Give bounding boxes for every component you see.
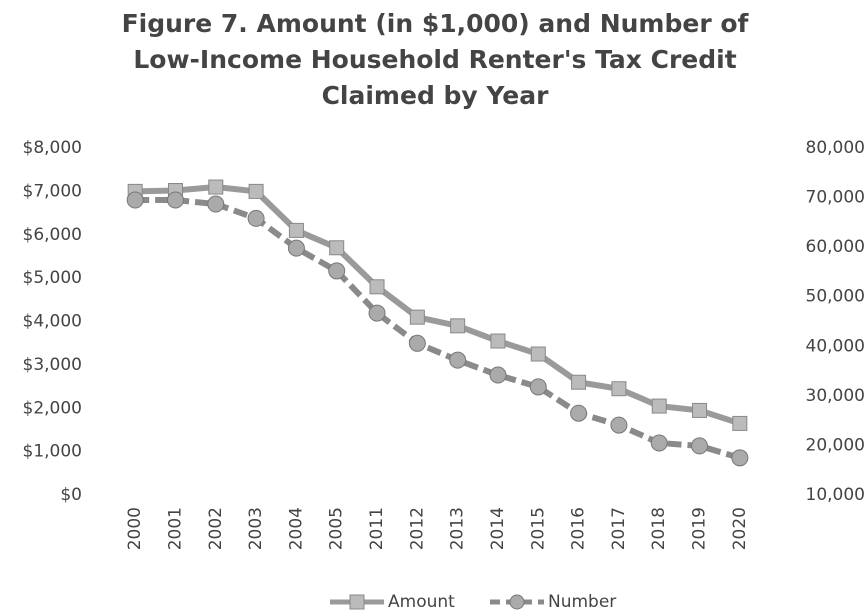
marker <box>450 318 466 334</box>
marker <box>691 437 709 455</box>
x-tick-label: 2002 <box>206 507 226 550</box>
marker <box>408 334 426 352</box>
marker <box>207 195 225 213</box>
marker <box>731 449 749 467</box>
y-tick-label: $3,000 <box>23 355 82 375</box>
marker <box>490 333 506 349</box>
legend-marker <box>349 594 365 610</box>
marker <box>650 434 668 452</box>
y-tick-label: $8,000 <box>23 138 82 158</box>
marker <box>530 346 546 362</box>
y-tick-label: $6,000 <box>23 225 82 245</box>
marker <box>208 179 224 195</box>
marker <box>570 404 588 422</box>
y-tick-label: $4,000 <box>23 312 82 332</box>
marker <box>449 351 467 369</box>
marker <box>248 183 264 199</box>
x-tick-label: 2005 <box>327 507 347 550</box>
x-tick-label: 2003 <box>246 507 266 550</box>
x-tick-label: 2004 <box>286 507 306 550</box>
x-tick-label: 2001 <box>165 507 185 550</box>
y-tick-label: $5,000 <box>23 268 82 288</box>
marker <box>287 239 305 257</box>
marker <box>610 416 628 434</box>
series-line <box>135 197 741 461</box>
marker <box>126 191 144 209</box>
marker <box>732 415 748 431</box>
legend-label: Number <box>548 592 616 612</box>
x-tick-label: 2017 <box>609 507 629 550</box>
y2-tick-label: 20,000 <box>806 435 865 455</box>
chart-title: Figure 7. Amount (in $1,000) and Number … <box>121 9 749 110</box>
x-tick-label: 2015 <box>528 507 548 550</box>
y2-tick-label: 40,000 <box>806 336 865 356</box>
y-tick-label: $0 <box>60 485 82 505</box>
marker <box>611 381 627 397</box>
x-tick-label: 2013 <box>448 507 468 550</box>
y2-tick-label: 50,000 <box>806 287 865 307</box>
series-line <box>135 184 741 427</box>
y2-tick-label: 10,000 <box>806 485 865 505</box>
marker <box>329 240 345 256</box>
marker <box>489 366 507 384</box>
x-tick-label: 2014 <box>488 507 508 550</box>
marker <box>247 209 265 227</box>
marker <box>328 262 346 280</box>
marker <box>369 279 385 295</box>
y2-tick-label: 70,000 <box>806 188 865 208</box>
x-tick-label: 2012 <box>407 507 427 550</box>
marker <box>166 191 184 209</box>
y2-tick-label: 30,000 <box>806 386 865 406</box>
x-tick-label: 2011 <box>367 507 387 550</box>
marker <box>529 378 547 396</box>
y-tick-label: $2,000 <box>23 398 82 418</box>
marker <box>651 398 667 414</box>
marker <box>571 374 587 390</box>
x-tick-label: 2000 <box>125 507 145 550</box>
marker <box>692 402 708 418</box>
marker <box>409 309 425 325</box>
y-tick-label: $7,000 <box>23 181 82 201</box>
marker <box>288 222 304 238</box>
marker <box>368 304 386 322</box>
x-tick-label: 2018 <box>649 507 669 550</box>
y-tick-label: $1,000 <box>23 442 82 462</box>
legend-label: Amount <box>388 592 455 612</box>
y2-tick-label: 60,000 <box>806 237 865 257</box>
x-tick-label: 2016 <box>569 507 589 550</box>
legend-marker <box>509 594 525 610</box>
y2-tick-label: 80,000 <box>806 138 865 158</box>
x-tick-label: 2020 <box>730 507 750 550</box>
x-tick-label: 2019 <box>690 507 710 550</box>
